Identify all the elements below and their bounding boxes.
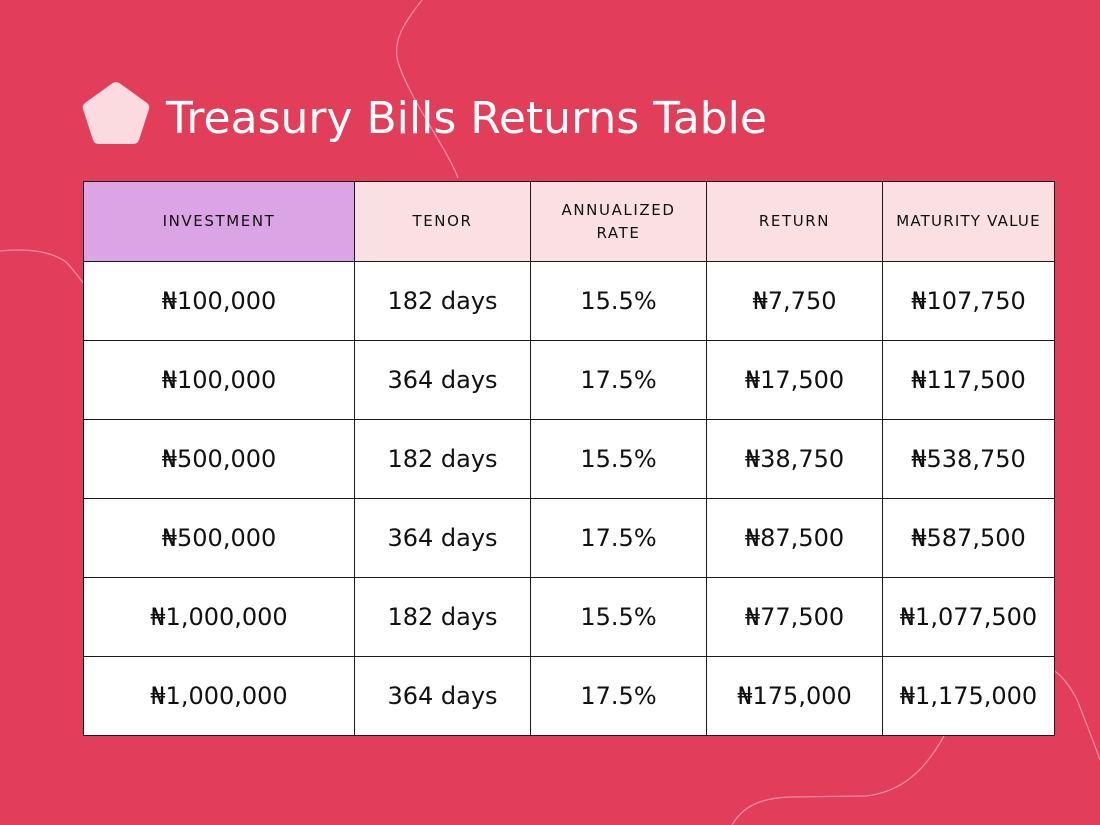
cell-investment: ₦500,000 (83, 498, 355, 578)
column-header-label: INVESTMENT (162, 212, 276, 230)
cell-investment: ₦100,000 (83, 340, 355, 420)
cell-return: ₦38,750 (706, 419, 883, 499)
column-header-investment: INVESTMENT (83, 181, 355, 262)
cell-investment: ₦1,000,000 (83, 577, 355, 657)
cell-investment: ₦100,000 (83, 261, 355, 341)
cell-tenor: 182 days (354, 419, 531, 499)
cell-maturity-value: ₦117,500 (882, 340, 1055, 420)
table-row: ₦500,000 182 days 15.5% ₦38,750 ₦538,750 (83, 419, 1055, 499)
table-header-row: INVESTMENT TENOR ANNUALIZED RATE RETURN … (83, 181, 1055, 262)
cell-maturity-value: ₦587,500 (882, 498, 1055, 578)
cell-return: ₦7,750 (706, 261, 883, 341)
cell-maturity-value: ₦538,750 (882, 419, 1055, 499)
table-row: ₦1,000,000 182 days 15.5% ₦77,500 ₦1,077… (83, 577, 1055, 657)
table-row: ₦100,000 182 days 15.5% ₦7,750 ₦107,750 (83, 261, 1055, 341)
page-title: Treasury Bills Returns Table (166, 93, 767, 144)
cell-maturity-value: ₦107,750 (882, 261, 1055, 341)
cell-tenor: 364 days (354, 340, 531, 420)
cell-annualized-rate: 17.5% (530, 340, 707, 420)
cell-annualized-rate: 17.5% (530, 498, 707, 578)
cell-maturity-value: ₦1,077,500 (882, 577, 1055, 657)
cell-annualized-rate: 15.5% (530, 261, 707, 341)
cell-tenor: 182 days (354, 261, 531, 341)
table-row: ₦1,000,000 364 days 17.5% ₦175,000 ₦1,17… (83, 656, 1055, 736)
column-header-maturity-value: MATURITY VALUE (882, 181, 1055, 262)
column-header-label: TENOR (412, 212, 473, 230)
column-header-annualized-rate: ANNUALIZED RATE (530, 181, 707, 262)
cell-tenor: 182 days (354, 577, 531, 657)
cell-investment: ₦500,000 (83, 419, 355, 499)
cell-return: ₦77,500 (706, 577, 883, 657)
cell-return: ₦17,500 (706, 340, 883, 420)
column-header-label: RETURN (758, 212, 831, 230)
cell-tenor: 364 days (354, 656, 531, 736)
column-header-label: MATURITY VALUE (896, 212, 1041, 230)
cell-investment: ₦1,000,000 (83, 656, 355, 736)
column-header-label: ANNUALIZED RATE (561, 200, 676, 242)
cell-tenor: 364 days (354, 498, 531, 578)
cell-maturity-value: ₦1,175,000 (882, 656, 1055, 736)
pentagon-logo-icon (82, 82, 150, 144)
column-header-return: RETURN (706, 181, 883, 262)
cell-annualized-rate: 15.5% (530, 419, 707, 499)
cell-annualized-rate: 15.5% (530, 577, 707, 657)
cell-annualized-rate: 17.5% (530, 656, 707, 736)
table-row: ₦100,000 364 days 17.5% ₦17,500 ₦117,500 (83, 340, 1055, 420)
column-header-tenor: TENOR (354, 181, 531, 262)
cell-return: ₦87,500 (706, 498, 883, 578)
cell-return: ₦175,000 (706, 656, 883, 736)
table-row: ₦500,000 364 days 17.5% ₦87,500 ₦587,500 (83, 498, 1055, 578)
returns-table: INVESTMENT TENOR ANNUALIZED RATE RETURN … (83, 181, 1055, 736)
